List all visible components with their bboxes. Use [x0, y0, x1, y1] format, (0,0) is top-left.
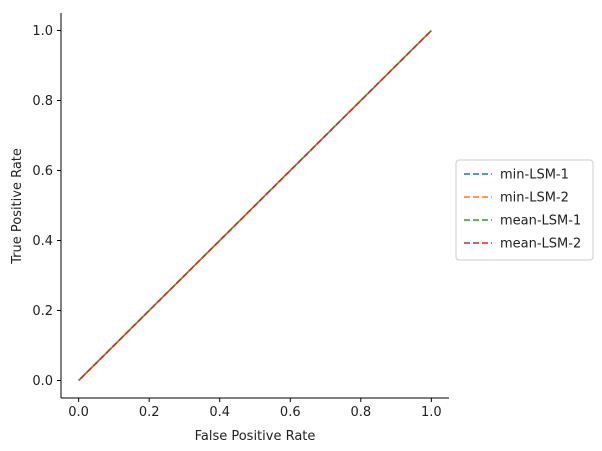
- series-line-3: [78, 29, 432, 382]
- x-tick-label-4: 0.8: [350, 405, 371, 420]
- legend-label-1: min-LSM-2: [500, 191, 569, 206]
- y-tick-label-2: 0.4: [32, 234, 53, 249]
- axes: [60, 13, 449, 399]
- y-axis-label: True Positive Rate: [10, 148, 25, 265]
- y-tick-label-3: 0.6: [32, 164, 53, 179]
- ticks: 0.0 0.2 0.4 0.6 0.8 1.0 0.0 0.2 0.4 0.6 0.8 1.0: [32, 24, 441, 420]
- series-layer: [78, 29, 432, 382]
- x-tick-label-5: 1.0: [421, 405, 442, 420]
- legend-label-3: mean-LSM-2: [500, 237, 581, 252]
- y-tick-label-4: 0.8: [32, 94, 53, 109]
- x-axis-label: False Positive Rate: [195, 429, 316, 444]
- y-tick-label-1: 0.2: [32, 304, 53, 319]
- y-tick-label-5: 1.0: [32, 24, 53, 39]
- x-tick-label-2: 0.4: [209, 405, 230, 420]
- legend: min-LSM-1 min-LSM-2 mean-LSM-1 mean-LSM-2: [455, 159, 594, 261]
- x-tick-label-0: 0.0: [68, 405, 89, 420]
- x-tick-label-3: 0.6: [280, 405, 301, 420]
- y-tick-label-0: 0.0: [32, 374, 53, 389]
- x-tick-label-1: 0.2: [139, 405, 160, 420]
- legend-box: [455, 159, 594, 261]
- legend-label-0: min-LSM-1: [500, 168, 569, 183]
- legend-label-2: mean-LSM-1: [500, 214, 581, 229]
